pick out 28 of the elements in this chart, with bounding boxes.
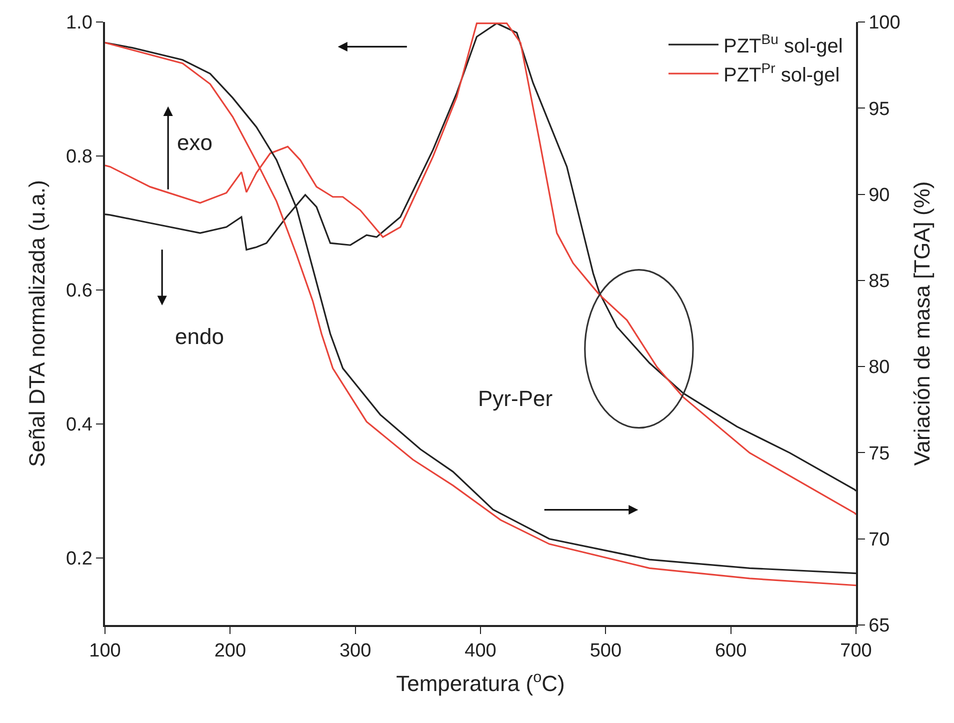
annotation: Pyr-Per [478, 386, 553, 411]
y-axis-title: Señal DTA normalizada (u.a.) [24, 180, 50, 467]
x-tick-label: 300 [339, 640, 372, 662]
y2-tick-label: 70 [868, 530, 890, 551]
y2-axis-title: Variación de masa [TGA] (%) [910, 181, 935, 466]
y2-tick-label: 80 [868, 357, 890, 378]
x-axis-title: Temperatura ($^{o}$C) [396, 668, 565, 696]
x-tick-label: 600 [714, 640, 747, 662]
y-tick-label: 1.0 [66, 12, 92, 34]
annotation: endo [175, 324, 224, 349]
x-tick-label: 700 [840, 640, 872, 662]
annotation: exo [177, 130, 212, 155]
y-tick-label: 0.8 [66, 146, 92, 168]
y2-tick-label: 65 [868, 616, 890, 637]
legend-label: PZT$^{Bu}$ sol-gel [723, 30, 843, 58]
x-tick-label: 100 [89, 640, 121, 662]
x-tick-label: 500 [590, 640, 622, 662]
legend-label: PZT$^{Pr}$ sol-gel [723, 60, 840, 86]
y2-tick-label: 95 [868, 98, 890, 120]
y2-tick-label: 75 [868, 443, 890, 464]
y2-tick-label: 85 [868, 271, 890, 292]
y2-tick-label: 100 [868, 12, 900, 34]
x-tick-label: 400 [464, 640, 496, 662]
y2-tick-label: 90 [868, 184, 890, 206]
y-tick-label: 0.4 [66, 414, 93, 436]
y-tick-label: 0.6 [66, 280, 92, 302]
x-tick-label: 200 [214, 640, 246, 662]
y-tick-label: 0.2 [66, 548, 92, 570]
